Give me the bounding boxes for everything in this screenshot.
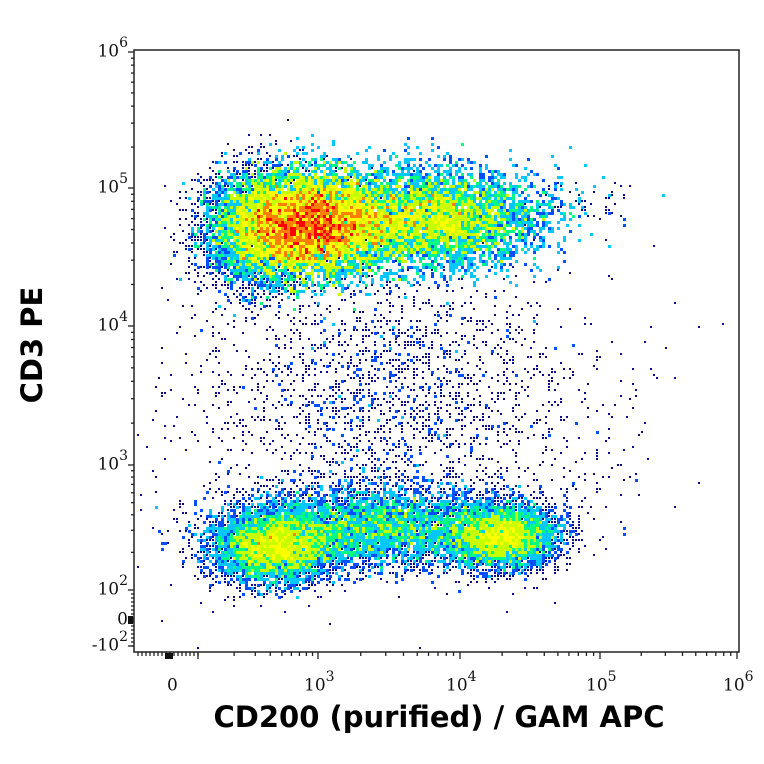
y-tick-label: 103 (97, 448, 128, 475)
y-axis-label-text: CD3 PE (15, 286, 49, 404)
y-tick-label: 105 (97, 171, 128, 198)
x-tick-label: 106 (723, 669, 754, 696)
y-axis-label: CD3 PE (2, 250, 62, 440)
y-tick-label: -102 (91, 629, 128, 656)
x-tick-marks (137, 652, 738, 659)
y-tick-label: 102 (97, 573, 128, 600)
y-tick-label: 104 (97, 309, 128, 336)
y-tick-label: 0 (117, 609, 128, 630)
plot-frame (133, 49, 740, 653)
x-zero-marker (165, 653, 173, 659)
x-tick-label: 105 (586, 669, 617, 696)
x-tick-label: 103 (304, 669, 335, 696)
x-tick-label: 0 (167, 675, 178, 696)
x-axis-label: CD200 (purified) / GAM APC (213, 700, 665, 734)
density-dots (137, 119, 724, 649)
x-tick-label: 104 (446, 669, 477, 696)
y-tick-label: 106 (97, 35, 128, 62)
tick-marks (128, 51, 134, 647)
y-zero-marker (128, 616, 133, 624)
